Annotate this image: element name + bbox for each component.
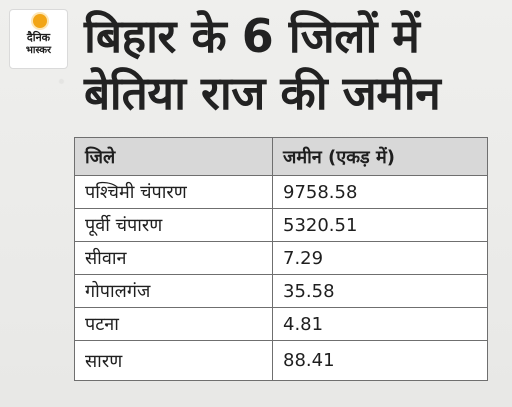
title-line-2: बेतिया राज की जमीन	[84, 66, 441, 120]
table-row: पश्चिमी चंपारण 9758.58	[75, 176, 487, 209]
land-value-cell: 88.41	[283, 350, 335, 371]
logo-text-line2: भास्कर	[25, 45, 52, 56]
district-cell: पटना	[75, 308, 273, 340]
district-cell: पश्चिमी चंपारण	[75, 176, 273, 208]
table-row: गोपालगंज 35.58	[75, 275, 487, 308]
land-header: जमीन (एकड़ में)	[283, 146, 395, 168]
land-value-cell: 35.58	[283, 280, 335, 302]
district-header: जिले	[75, 138, 273, 175]
district-cell: गोपालगंज	[75, 275, 273, 307]
district-cell: पूर्वी चंपारण	[75, 209, 273, 241]
land-value-cell: 9758.58	[283, 181, 358, 203]
table-row: पटना 4.81	[75, 308, 487, 341]
table-row: सारण 88.41	[75, 341, 487, 380]
table-header-row: जिले जमीन (एकड़ में)	[75, 138, 487, 176]
table-row: सीवान 7.29	[75, 242, 487, 275]
table-row: पूर्वी चंपारण 5320.51	[75, 209, 487, 242]
land-value-cell: 4.81	[283, 313, 324, 335]
title-line-1: बिहार के 6 जिलों में	[84, 9, 420, 63]
sun-icon	[33, 14, 47, 28]
land-value-cell: 5320.51	[283, 214, 358, 236]
logo-text-line1: दैनिक	[26, 31, 51, 44]
district-cell: सारण	[75, 341, 273, 380]
land-table: जिले जमीन (एकड़ में) पश्चिमी चंपारण 9758…	[74, 137, 488, 381]
chart-title: बिहार के 6 जिलों में बेतिया राज की जमीन	[84, 8, 504, 122]
district-cell: सीवान	[75, 242, 273, 274]
dainik-bhaskar-logo: दैनिक भास्कर	[9, 9, 68, 69]
land-value-cell: 7.29	[283, 247, 324, 269]
